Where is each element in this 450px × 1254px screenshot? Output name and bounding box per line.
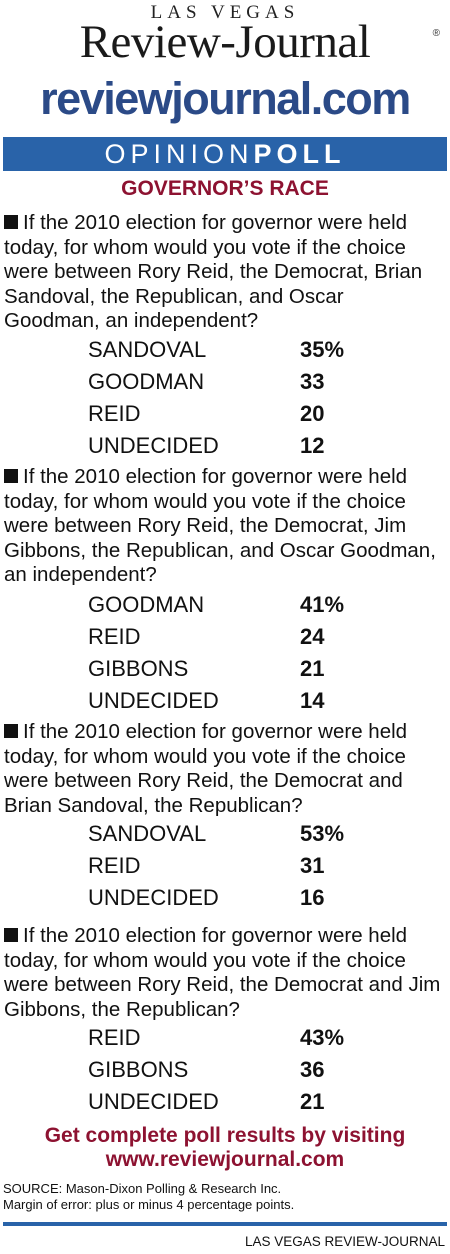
result-row: GIBBONS 36 — [88, 1054, 388, 1086]
bullet-square-icon — [4, 215, 18, 229]
result-value: 41% — [300, 592, 345, 617]
result-row: REID 20 — [88, 398, 388, 430]
result-row: SANDOVAL 35% — [88, 334, 388, 366]
question-1: If the 2010 election for governor were h… — [4, 211, 444, 334]
result-row: REID 43% — [88, 1022, 388, 1054]
candidate-name: REID — [88, 624, 141, 649]
cta-url[interactable]: www.reviewjournal.com — [105, 1148, 345, 1171]
registered-mark: ® — [432, 28, 440, 39]
cta-line-1: Get complete poll results by visiting — [44, 1124, 406, 1147]
credit: LAS VEGAS REVIEW-JOURNAL — [244, 1234, 445, 1249]
source-note: SOURCE: Mason-Dixon Polling & Research I… — [3, 1181, 294, 1213]
masthead-url: reviewjournal.com — [40, 73, 411, 124]
result-value: 20 — [300, 401, 325, 426]
result-row: UNDECIDED 14 — [88, 685, 388, 717]
candidate-name: UNDECIDED — [88, 1089, 219, 1114]
section-title: GOVERNOR’S RACE — [121, 177, 329, 200]
result-row: REID 24 — [88, 621, 388, 653]
bullet-square-icon — [4, 724, 18, 738]
margin-of-error-line: Margin of error: plus or minus 4 percent… — [3, 1197, 295, 1212]
masthead-small: LAS VEGAS — [150, 2, 300, 23]
opinion-poll-banner: OPINIONPOLL — [3, 137, 447, 171]
result-row: GOODMAN 41% — [88, 589, 388, 621]
bullet-square-icon — [4, 928, 18, 942]
result-value: 35% — [300, 337, 345, 362]
result-value: 14 — [300, 688, 325, 713]
source-line: SOURCE: Mason-Dixon Polling & Research I… — [3, 1181, 282, 1196]
result-value: 53% — [300, 821, 345, 846]
banner-light-text: OPINION — [104, 139, 254, 169]
footer-rule — [3, 1222, 447, 1226]
masthead-title: Review-Journal — [79, 16, 371, 68]
result-value: 21 — [300, 1089, 325, 1114]
question-1-text: If the 2010 election for governor were h… — [4, 211, 423, 332]
result-row: UNDECIDED 16 — [88, 882, 388, 914]
question-2: If the 2010 election for governor were h… — [4, 465, 444, 588]
cta: Get complete poll results by visiting ww… — [0, 1124, 450, 1172]
candidate-name: REID — [88, 1025, 141, 1050]
result-row: SANDOVAL 53% — [88, 818, 388, 850]
result-value: 33 — [300, 369, 325, 394]
candidate-name: SANDOVAL — [88, 821, 207, 846]
banner-bold-text: POLL — [253, 139, 346, 169]
question-4: If the 2010 election for governor were h… — [4, 924, 444, 1022]
result-row: GIBBONS 21 — [88, 653, 388, 685]
result-value: 43% — [300, 1025, 345, 1050]
result-row: UNDECIDED 21 — [88, 1086, 388, 1118]
candidate-name: GIBBONS — [88, 656, 189, 681]
result-value: 24 — [300, 624, 325, 649]
question-3-text: If the 2010 election for governor were h… — [4, 720, 408, 817]
question-2-text: If the 2010 election for governor were h… — [4, 465, 436, 586]
candidate-name: UNDECIDED — [88, 688, 219, 713]
question-4-text: If the 2010 election for governor were h… — [4, 924, 441, 1021]
result-value: 36 — [300, 1057, 325, 1082]
result-value: 16 — [300, 885, 325, 910]
result-value: 31 — [300, 853, 325, 878]
candidate-name: UNDECIDED — [88, 433, 219, 458]
result-value: 12 — [300, 433, 325, 458]
candidate-name: UNDECIDED — [88, 885, 219, 910]
candidate-name: REID — [88, 853, 141, 878]
candidate-name: GIBBONS — [88, 1057, 189, 1082]
candidate-name: GOODMAN — [88, 592, 205, 617]
question-3: If the 2010 election for governor were h… — [4, 720, 444, 818]
candidate-name: REID — [88, 401, 141, 426]
result-row: REID 31 — [88, 850, 388, 882]
result-value: 21 — [300, 656, 325, 681]
result-row: GOODMAN 33 — [88, 366, 388, 398]
result-row: UNDECIDED 12 — [88, 430, 388, 462]
bullet-square-icon — [4, 469, 18, 483]
candidate-name: SANDOVAL — [88, 337, 207, 362]
candidate-name: GOODMAN — [88, 369, 205, 394]
